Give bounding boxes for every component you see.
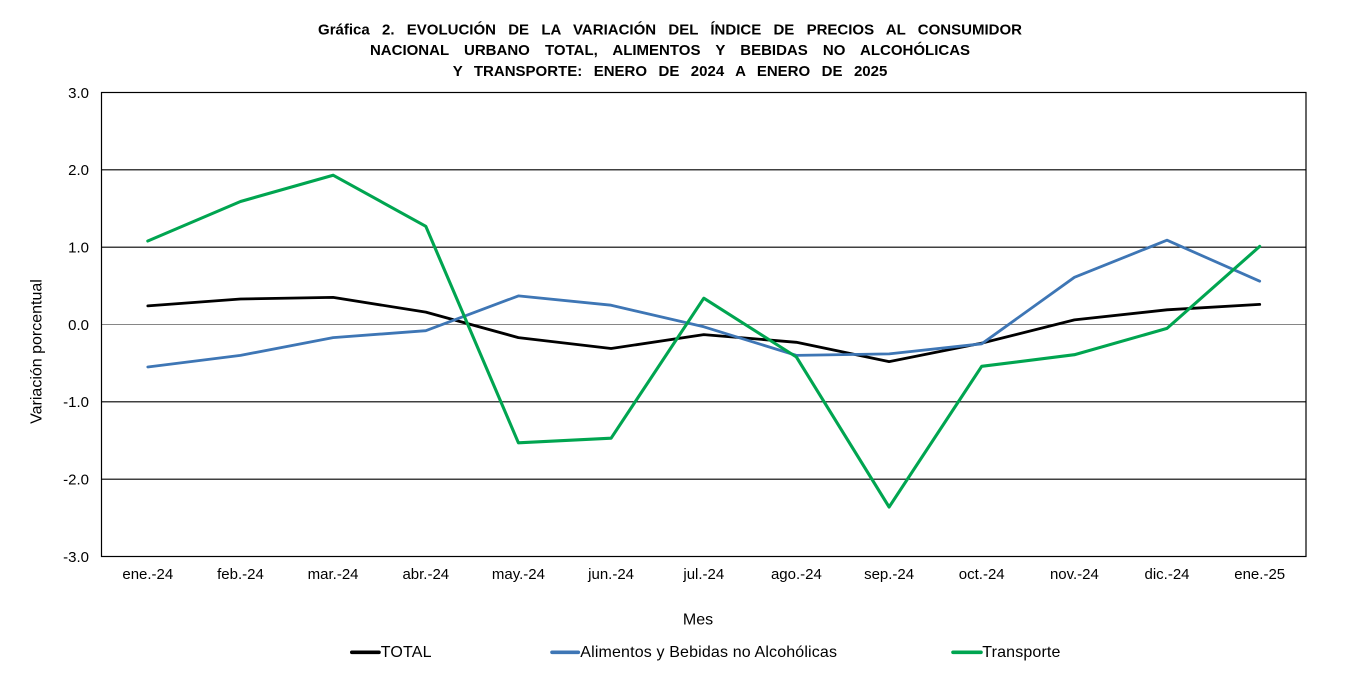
svg-text:Gráfica 2. EVOLUCIÓN DE LA VAR: Gráfica 2. EVOLUCIÓN DE LA VARIACIÓN DEL… bbox=[318, 21, 1022, 39]
svg-text:2.0: 2.0 bbox=[68, 162, 89, 179]
svg-text:Y TRANSPORTE: ENERO DE 2024 A: Y TRANSPORTE: ENERO DE 2024 A ENERO DE 2… bbox=[453, 63, 888, 80]
svg-text:ene.-25: ene.-25 bbox=[1234, 566, 1285, 583]
svg-text:-2.0: -2.0 bbox=[63, 472, 89, 489]
svg-text:-1.0: -1.0 bbox=[63, 394, 89, 411]
svg-text:may.-24: may.-24 bbox=[492, 566, 545, 583]
svg-text:jun.-24: jun.-24 bbox=[587, 566, 634, 583]
svg-text:jul.-24: jul.-24 bbox=[682, 566, 724, 583]
svg-text:mar.-24: mar.-24 bbox=[308, 566, 359, 583]
svg-text:abr.-24: abr.-24 bbox=[402, 566, 449, 583]
svg-text:Alimentos y Bebidas no Alcohól: Alimentos y Bebidas no Alcohólicas bbox=[580, 644, 837, 661]
svg-text:Transporte: Transporte bbox=[982, 644, 1060, 661]
svg-text:0.0: 0.0 bbox=[68, 317, 89, 334]
svg-text:Mes: Mes bbox=[683, 612, 713, 629]
svg-text:Variación porcentual: Variación porcentual bbox=[29, 279, 46, 424]
svg-text:TOTAL: TOTAL bbox=[381, 644, 432, 661]
svg-text:-3.0: -3.0 bbox=[63, 549, 89, 566]
svg-text:dic.-24: dic.-24 bbox=[1144, 566, 1189, 583]
svg-text:oct.-24: oct.-24 bbox=[959, 566, 1005, 583]
svg-text:ene.-24: ene.-24 bbox=[122, 566, 173, 583]
svg-text:sep.-24: sep.-24 bbox=[864, 566, 914, 583]
svg-text:ago.-24: ago.-24 bbox=[771, 566, 822, 583]
svg-text:3.0: 3.0 bbox=[68, 85, 89, 102]
svg-text:1.0: 1.0 bbox=[68, 240, 89, 257]
svg-text:NACIONAL URBANO TOTAL, ALIMENT: NACIONAL URBANO TOTAL, ALIMENTOS Y BEBID… bbox=[370, 41, 970, 59]
svg-text:feb.-24: feb.-24 bbox=[217, 566, 264, 583]
svg-text:nov.-24: nov.-24 bbox=[1050, 566, 1099, 583]
